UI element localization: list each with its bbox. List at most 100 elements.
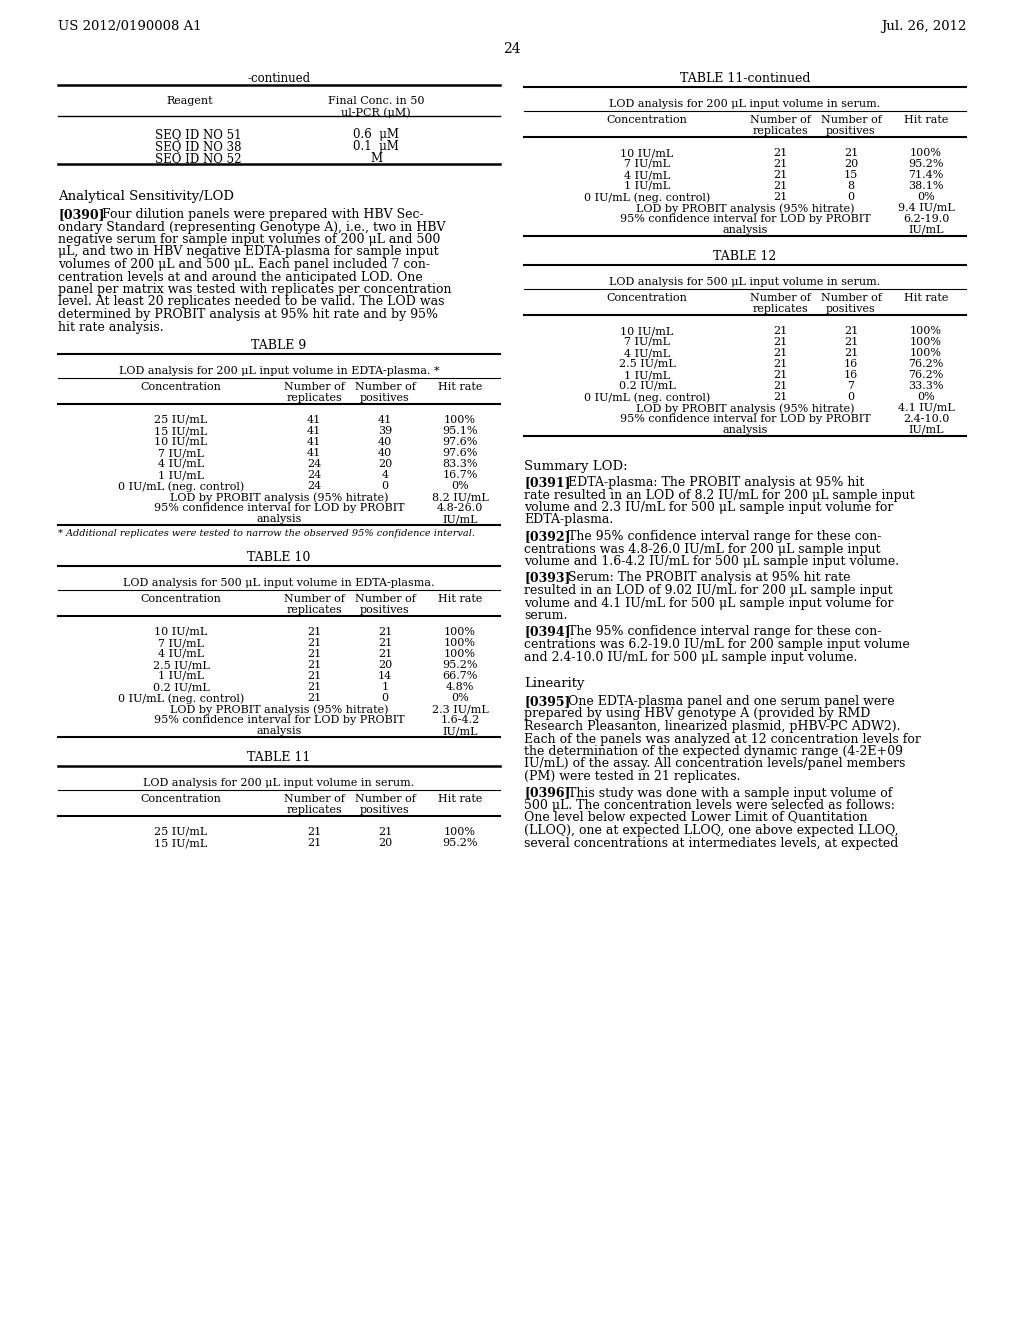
Text: 21: 21: [378, 828, 392, 837]
Text: 21: 21: [773, 348, 787, 358]
Text: LOD by PROBIT analysis (95% hitrate): LOD by PROBIT analysis (95% hitrate): [636, 403, 854, 413]
Text: 0 IU/mL (neg. control): 0 IU/mL (neg. control): [118, 693, 244, 704]
Text: 21: 21: [844, 337, 858, 347]
Text: (LLOQ), one at expected LLOQ, one above expected LLOQ,: (LLOQ), one at expected LLOQ, one above …: [524, 824, 899, 837]
Text: Summary LOD:: Summary LOD:: [524, 459, 628, 473]
Text: 95.2%: 95.2%: [442, 838, 478, 847]
Text: level. At least 20 replicates needed to be valid. The LOD was: level. At least 20 replicates needed to …: [58, 296, 444, 309]
Text: 0%: 0%: [918, 191, 935, 202]
Text: Reagent: Reagent: [167, 96, 213, 106]
Text: 100%: 100%: [910, 326, 942, 337]
Text: 41: 41: [378, 414, 392, 425]
Text: 95.2%: 95.2%: [442, 660, 478, 671]
Text: positives: positives: [360, 605, 410, 615]
Text: 15 IU/mL: 15 IU/mL: [155, 426, 208, 436]
Text: 20: 20: [378, 660, 392, 671]
Text: 0%: 0%: [918, 392, 935, 403]
Text: Jul. 26, 2012: Jul. 26, 2012: [881, 20, 966, 33]
Text: 100%: 100%: [444, 627, 476, 638]
Text: 10 IU/mL: 10 IU/mL: [155, 437, 208, 447]
Text: 21: 21: [773, 170, 787, 180]
Text: 76.2%: 76.2%: [908, 359, 944, 370]
Text: Analytical Sensitivity/LOD: Analytical Sensitivity/LOD: [58, 190, 234, 203]
Text: 7 IU/mL: 7 IU/mL: [624, 337, 670, 347]
Text: volume and 4.1 IU/mL for 500 μL sample input volume for: volume and 4.1 IU/mL for 500 μL sample i…: [524, 597, 894, 610]
Text: Hit rate: Hit rate: [438, 381, 482, 392]
Text: 4.1 IU/mL: 4.1 IU/mL: [898, 403, 954, 413]
Text: 21: 21: [773, 191, 787, 202]
Text: 7: 7: [848, 381, 854, 391]
Text: 0: 0: [848, 392, 855, 403]
Text: 95% confidence interval for LOD by PROBIT: 95% confidence interval for LOD by PROBI…: [154, 715, 404, 725]
Text: One level below expected Lower Limit of Quantitation: One level below expected Lower Limit of …: [524, 812, 867, 825]
Text: several concentrations at intermediates levels, at expected: several concentrations at intermediates …: [524, 837, 898, 850]
Text: 21: 21: [378, 638, 392, 648]
Text: Number of: Number of: [750, 115, 810, 125]
Text: positives: positives: [360, 805, 410, 814]
Text: 21: 21: [773, 359, 787, 370]
Text: 21: 21: [844, 326, 858, 337]
Text: [0392]: [0392]: [524, 531, 570, 543]
Text: 24: 24: [503, 42, 521, 55]
Text: 21: 21: [773, 381, 787, 391]
Text: LOD analysis for 500 μL input volume in EDTA-plasma.: LOD analysis for 500 μL input volume in …: [123, 578, 435, 587]
Text: hit rate analysis.: hit rate analysis.: [58, 321, 164, 334]
Text: Number of: Number of: [354, 381, 416, 392]
Text: LOD by PROBIT analysis (95% hitrate): LOD by PROBIT analysis (95% hitrate): [170, 492, 388, 503]
Text: 0: 0: [381, 693, 388, 704]
Text: LOD analysis for 200 μL input volume in EDTA-plasma. *: LOD analysis for 200 μL input volume in …: [119, 366, 439, 376]
Text: 10 IU/mL: 10 IU/mL: [155, 627, 208, 638]
Text: determined by PROBIT analysis at 95% hit rate and by 95%: determined by PROBIT analysis at 95% hit…: [58, 308, 438, 321]
Text: Linearity: Linearity: [524, 677, 585, 690]
Text: 2.4-10.0: 2.4-10.0: [903, 414, 949, 424]
Text: IU/mL: IU/mL: [908, 425, 944, 436]
Text: 8.2 IU/mL: 8.2 IU/mL: [432, 492, 488, 502]
Text: 4.8-26.0: 4.8-26.0: [437, 503, 483, 513]
Text: 25 IU/mL: 25 IU/mL: [155, 828, 208, 837]
Text: 1.6-4.2: 1.6-4.2: [440, 715, 479, 725]
Text: 14: 14: [378, 671, 392, 681]
Text: Hit rate: Hit rate: [904, 115, 948, 125]
Text: 4 IU/mL: 4 IU/mL: [158, 649, 204, 659]
Text: Research Pleasanton, linearized plasmid, pHBV-PC ADW2).: Research Pleasanton, linearized plasmid,…: [524, 719, 900, 733]
Text: 7 IU/mL: 7 IU/mL: [624, 158, 670, 169]
Text: Final Conc. in 50: Final Conc. in 50: [328, 96, 424, 106]
Text: EDTA-plasma: The PROBIT analysis at 95% hit: EDTA-plasma: The PROBIT analysis at 95% …: [568, 477, 864, 488]
Text: 100%: 100%: [444, 649, 476, 659]
Text: 21: 21: [378, 649, 392, 659]
Text: 6.2-19.0: 6.2-19.0: [903, 214, 949, 224]
Text: 21: 21: [773, 326, 787, 337]
Text: 1 IU/mL: 1 IU/mL: [158, 671, 204, 681]
Text: 4.8%: 4.8%: [445, 682, 474, 692]
Text: Number of: Number of: [284, 381, 344, 392]
Text: panel per matrix was tested with replicates per concentration: panel per matrix was tested with replica…: [58, 282, 452, 296]
Text: Concentration: Concentration: [140, 795, 221, 804]
Text: 100%: 100%: [910, 148, 942, 158]
Text: 10 IU/mL: 10 IU/mL: [621, 326, 674, 337]
Text: Hit rate: Hit rate: [438, 795, 482, 804]
Text: ul-PCR (μM): ul-PCR (μM): [341, 107, 411, 117]
Text: 20: 20: [378, 459, 392, 469]
Text: volumes of 200 μL and 500 μL. Each panel included 7 con-: volumes of 200 μL and 500 μL. Each panel…: [58, 257, 430, 271]
Text: the determination of the expected dynamic range (4-2E+09: the determination of the expected dynami…: [524, 744, 903, 758]
Text: SEQ ID NO 52: SEQ ID NO 52: [155, 152, 242, 165]
Text: 1 IU/mL: 1 IU/mL: [624, 181, 670, 191]
Text: 9.4 IU/mL: 9.4 IU/mL: [898, 203, 954, 213]
Text: 71.4%: 71.4%: [908, 170, 944, 180]
Text: replicates: replicates: [286, 605, 342, 615]
Text: LOD by PROBIT analysis (95% hitrate): LOD by PROBIT analysis (95% hitrate): [170, 704, 388, 714]
Text: US 2012/0190008 A1: US 2012/0190008 A1: [58, 20, 202, 33]
Text: 0.1  μM: 0.1 μM: [353, 140, 399, 153]
Text: positives: positives: [360, 393, 410, 403]
Text: 8: 8: [848, 181, 855, 191]
Text: SEQ ID NO 38: SEQ ID NO 38: [155, 140, 242, 153]
Text: 16.7%: 16.7%: [442, 470, 477, 480]
Text: 7 IU/mL: 7 IU/mL: [158, 638, 204, 648]
Text: 21: 21: [844, 348, 858, 358]
Text: Serum: The PROBIT analysis at 95% hit rate: Serum: The PROBIT analysis at 95% hit ra…: [568, 572, 851, 585]
Text: [0396]: [0396]: [524, 787, 570, 800]
Text: LOD analysis for 500 μL input volume in serum.: LOD analysis for 500 μL input volume in …: [609, 277, 881, 286]
Text: 24: 24: [307, 459, 322, 469]
Text: 21: 21: [307, 638, 322, 648]
Text: 21: 21: [307, 627, 322, 638]
